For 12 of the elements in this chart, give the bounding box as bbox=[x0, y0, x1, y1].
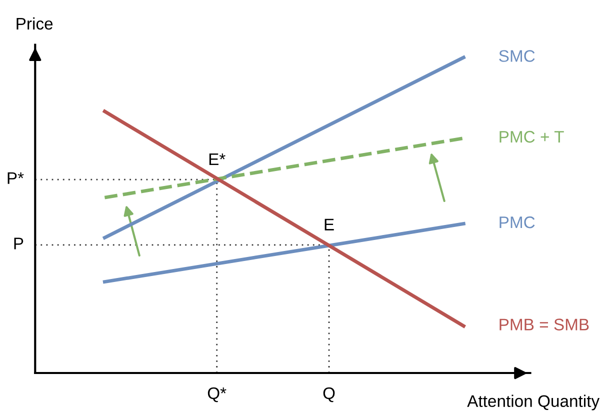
text: SMC bbox=[499, 50, 535, 62]
text: PMB = SMB bbox=[500, 318, 589, 330]
text: P bbox=[14, 238, 24, 250]
annotation: E* bbox=[209, 154, 226, 165]
x-tick-label: Q* bbox=[208, 387, 226, 402]
text: PMC + T bbox=[500, 130, 564, 143]
x-tick-label: Q bbox=[323, 387, 335, 402]
text: P* bbox=[8, 172, 24, 184]
x-axis-title: Attention Quantity bbox=[467, 394, 600, 410]
y-axis-title: Price bbox=[16, 17, 53, 30]
text: PMC bbox=[500, 216, 535, 228]
annotation: E bbox=[324, 218, 334, 230]
